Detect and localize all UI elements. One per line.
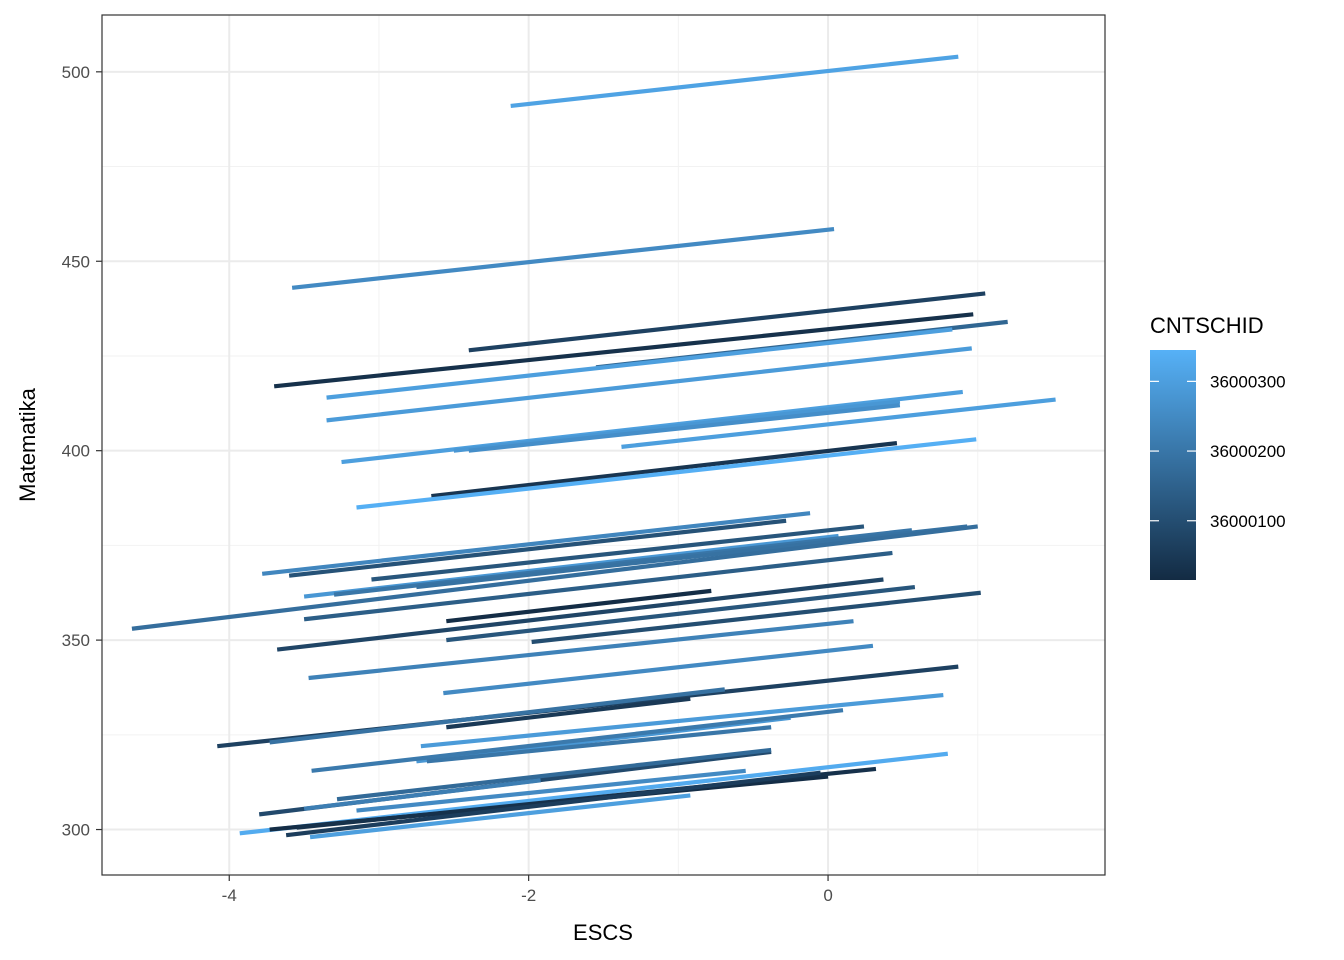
series-line: [446, 588, 712, 624]
x-tick-label: -2: [521, 886, 536, 905]
series-line: [326, 327, 953, 400]
y-tick-label: 450: [62, 252, 90, 271]
y-tick-label: 400: [62, 442, 90, 461]
series-line: [276, 577, 884, 652]
y-axis: 300 350 400 450 500: [62, 63, 102, 840]
legend-colorbar: [1150, 350, 1196, 580]
plot-panel-border: [101, 14, 1106, 876]
legend-tick-label: 36000100: [1210, 512, 1286, 531]
series-line: [269, 687, 726, 745]
x-tick-label: 0: [823, 886, 832, 905]
series-line: [416, 524, 968, 590]
series-line: [420, 692, 944, 749]
series-line: [288, 518, 787, 578]
series-line: [336, 747, 772, 802]
series-line: [531, 590, 981, 645]
series-line: [510, 54, 959, 109]
series-line: [468, 291, 986, 353]
y-tick-label: 300: [62, 821, 90, 840]
series-line: [356, 768, 746, 813]
series-line: [443, 643, 874, 696]
legend: CNTSCHID 36000100 36000200 36000300: [1150, 313, 1286, 580]
series-line: [468, 403, 901, 453]
x-tick-label: -4: [222, 886, 237, 905]
series-line: [326, 346, 972, 423]
series-line: [273, 312, 974, 389]
series-line: [446, 696, 691, 730]
series-line: [311, 708, 844, 773]
series-line: [303, 778, 541, 811]
series-line: [356, 437, 977, 510]
legend-title: CNTSCHID: [1150, 313, 1264, 338]
series-lines: [131, 54, 1056, 840]
x-axis: -4 -2 0: [222, 875, 833, 905]
series-line: [371, 524, 865, 582]
series-line: [131, 524, 979, 631]
grid-minor: [102, 15, 1105, 875]
series-line: [303, 550, 893, 622]
series-line: [621, 397, 1056, 449]
series-line: [446, 584, 916, 643]
series-line: [285, 770, 821, 838]
series-line: [426, 725, 772, 764]
x-axis-title: ESCS: [573, 920, 633, 945]
legend-ticks: 36000100 36000200 36000300: [1150, 372, 1286, 531]
y-tick-label: 500: [62, 63, 90, 82]
legend-tick-label: 36000300: [1210, 372, 1286, 391]
series-line: [291, 226, 835, 290]
series-line: [261, 511, 811, 576]
y-axis-title: Matematika: [15, 387, 40, 501]
y-tick-label: 350: [62, 631, 90, 650]
plot-background: [102, 15, 1105, 875]
series-line: [431, 441, 898, 499]
series-line: [309, 793, 691, 840]
legend-tick-label: 36000200: [1210, 442, 1286, 461]
series-line: [308, 619, 854, 681]
